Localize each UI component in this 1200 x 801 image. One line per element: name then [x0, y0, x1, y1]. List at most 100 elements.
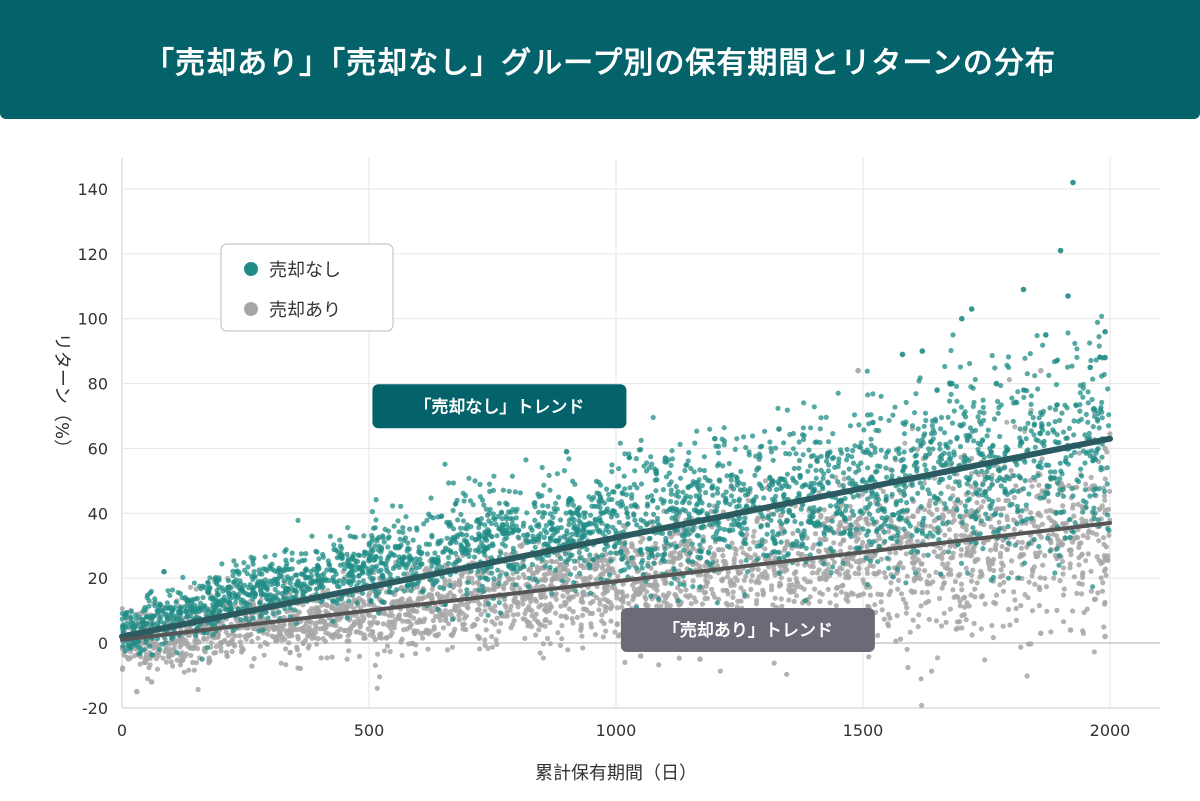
scatter-point: [586, 557, 592, 563]
scatter-point: [1004, 546, 1011, 552]
scatter-point: [361, 533, 367, 539]
scatter-point: [441, 548, 447, 555]
scatter-point: [447, 608, 453, 615]
scatter-point: [817, 576, 823, 582]
scatter-point: [988, 524, 994, 530]
scatter-point: [342, 566, 348, 572]
scatter-point: [428, 608, 434, 614]
scatter-point: [907, 629, 913, 635]
scatter-point: [770, 529, 776, 535]
scatter-point: [120, 643, 126, 649]
scatter-point: [779, 603, 785, 609]
scatter-point: [841, 537, 847, 544]
scatter-point: [477, 481, 483, 487]
scatter-point: [278, 660, 284, 666]
scatter-point: [210, 632, 216, 638]
scatter-point: [958, 552, 964, 558]
scatter-point: [492, 621, 498, 627]
scatter-point: [346, 556, 352, 562]
scatter-point: [768, 587, 775, 593]
scatter-point: [972, 586, 978, 592]
scatter-point: [549, 559, 555, 565]
scatter-point: [717, 668, 723, 674]
scatter-point: [1083, 481, 1089, 487]
scatter-point: [798, 552, 804, 558]
scatter-point: [629, 541, 635, 547]
scatter-point: [542, 602, 549, 608]
scatter-point: [401, 627, 407, 633]
scatter-point: [483, 627, 489, 633]
scatter-point: [471, 621, 477, 628]
scatter-point: [164, 614, 170, 621]
scatter-point: [812, 531, 819, 537]
scatter-point: [750, 433, 756, 439]
scatter-point: [520, 523, 526, 529]
scatter-point: [517, 586, 523, 592]
scatter-point: [821, 507, 827, 513]
scatter-point: [914, 538, 921, 544]
scatter-point: [548, 604, 555, 610]
scatter-point: [851, 512, 857, 518]
scatter-point: [399, 636, 405, 642]
scatter-point: [520, 601, 526, 607]
scatter-point: [993, 592, 1000, 598]
scatter-point: [588, 600, 594, 606]
scatter-point: [866, 654, 872, 660]
scatter-point: [424, 551, 430, 557]
scatter-point: [329, 598, 336, 604]
scatter-point: [784, 471, 791, 477]
scatter-point: [545, 503, 551, 509]
scatter-point: [693, 599, 699, 605]
scatter-point: [593, 566, 599, 572]
scatter-point: [615, 633, 622, 639]
scatter-point: [176, 615, 182, 622]
scatter-point: [989, 561, 996, 567]
scatter-point: [631, 594, 637, 600]
scatter-point: [898, 591, 905, 597]
scatter-point: [509, 621, 516, 628]
scatter-point: [846, 466, 852, 472]
scatter-point: [576, 549, 582, 556]
scatter-point: [366, 540, 372, 547]
scatter-point: [169, 607, 175, 613]
scatter-point: [427, 514, 434, 520]
scatter-point: [324, 655, 330, 661]
scatter-point: [557, 517, 564, 523]
scatter-point: [371, 557, 377, 563]
scatter-point: [527, 607, 533, 613]
scatter-point: [586, 529, 593, 535]
scatter-point: [776, 570, 782, 577]
scatter-point: [828, 570, 834, 576]
scatter-point: [556, 538, 562, 544]
scatter-point: [367, 612, 373, 619]
scatter-point: [1001, 526, 1008, 532]
scatter-point: [1000, 588, 1007, 594]
scatter-point: [136, 644, 142, 651]
scatter-point: [561, 565, 567, 572]
scatter-point: [147, 590, 153, 596]
scatter-point: [399, 652, 405, 659]
scatter-point: [344, 615, 350, 621]
scatter-point: [565, 502, 571, 508]
scatter-point: [999, 543, 1005, 550]
scatter-point: [1026, 579, 1032, 585]
scatter-point: [1008, 467, 1014, 474]
scatter-point: [941, 549, 948, 555]
scatter-point: [416, 595, 422, 601]
scatter-point: [894, 613, 900, 619]
scatter-point: [599, 552, 605, 558]
scatter-point: [784, 407, 791, 413]
scatter-point: [510, 545, 516, 552]
scatter-point: [379, 599, 385, 605]
scatter-point: [403, 565, 409, 571]
scatter-point: [571, 517, 577, 523]
scatter-point: [856, 467, 862, 473]
scatter-point: [119, 616, 125, 622]
scatter-point: [544, 609, 550, 615]
scatter-point: [180, 657, 186, 663]
scatter-point: [540, 641, 547, 647]
scatter-point: [474, 607, 480, 613]
scatter-point: [233, 577, 239, 583]
scatter-point: [272, 580, 278, 587]
scatter-point: [928, 523, 934, 529]
